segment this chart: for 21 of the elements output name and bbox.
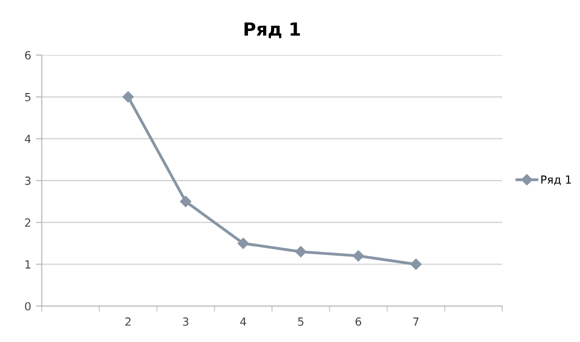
point (180, 196, 192, 208)
y-tick-label: 1 (25, 260, 30, 268)
x-tick-label: 7 (413, 318, 419, 326)
x-tick-label: 6 (356, 317, 362, 326)
point (410, 258, 422, 270)
point (238, 238, 249, 249)
legend-label: Ряд 1 (541, 176, 571, 186)
x-tick-label: 3 (182, 317, 188, 326)
x-tick-label: 5 (298, 318, 304, 326)
y-tick-label: 4 (24, 134, 31, 143)
y-tick-label: 2 (25, 218, 30, 227)
x-tick-label: 2 (125, 317, 131, 326)
y-tick-label: 6 (25, 51, 31, 60)
point (295, 246, 306, 258)
y-tick-label: 0 (25, 302, 31, 310)
point (122, 91, 134, 103)
point (352, 250, 364, 262)
y-tick-label: 5 (25, 93, 30, 102)
y-tick-label: 3 (25, 176, 30, 185)
x-tick-label: 4 (240, 318, 246, 326)
chart-title: Ряд 1 (244, 22, 300, 38)
